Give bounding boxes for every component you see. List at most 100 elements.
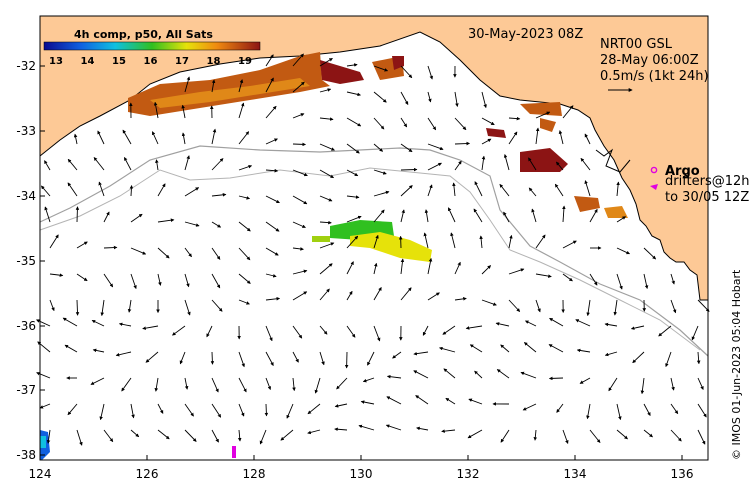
current-arrow: [265, 105, 277, 119]
current-arrow: [575, 319, 591, 327]
current-arrow: [292, 325, 303, 339]
current-arrow: [67, 158, 78, 171]
current-arrow: [442, 325, 456, 335]
current-arrow: [481, 265, 492, 275]
x-axis: 124 126 128 130 132 134 136: [29, 455, 693, 481]
current-arrow: [422, 325, 429, 336]
current-arrow: [554, 183, 564, 197]
current-arrow: [697, 299, 710, 312]
current-arrow: [153, 101, 159, 119]
current-arrow: [558, 130, 564, 145]
current-arrow: [115, 351, 132, 357]
current-arrow: [90, 377, 105, 385]
current-arrow: [157, 403, 164, 414]
current-arrow: [238, 299, 250, 305]
current-arrow: [697, 403, 707, 418]
current-arrow: [452, 182, 456, 197]
current-arrow: [184, 403, 194, 417]
current-arrow: [292, 377, 296, 392]
current-arrow: [443, 368, 456, 379]
current-arrow: [427, 184, 433, 197]
current-arrow: [670, 429, 682, 442]
current-arrow: [319, 325, 328, 335]
current-arrow: [427, 91, 432, 103]
current-arrow: [643, 429, 653, 438]
current-arrow: [145, 351, 159, 363]
colorbar-tick-label: 16: [144, 56, 158, 67]
current-arrow: [427, 292, 440, 301]
current-arrow: [157, 218, 175, 223]
current-arrow: [238, 164, 253, 171]
current-arrow: [73, 133, 78, 145]
current-arrow: [46, 429, 51, 444]
current-arrow: [76, 241, 88, 249]
current-arrow: [346, 235, 359, 249]
x-tick-label: 130: [350, 467, 373, 481]
current-arrow: [670, 299, 677, 314]
current-arrow: [238, 221, 251, 232]
current-arrow: [238, 403, 245, 417]
current-arrow: [130, 403, 135, 419]
current-arrow: [373, 91, 387, 103]
current-arrow: [500, 429, 510, 443]
current-arrow: [292, 81, 305, 93]
current-arrow: [67, 403, 78, 416]
current-arrow: [481, 91, 487, 109]
current-arrow: [400, 167, 418, 172]
current-arrow: [400, 287, 412, 301]
current-arrow: [151, 131, 159, 145]
current-arrow: [129, 185, 134, 197]
current-arrow: [528, 157, 537, 171]
current-arrow: [97, 130, 105, 145]
x-tick-label: 132: [457, 467, 480, 481]
current-arrow: [604, 351, 618, 357]
current-arrow: [400, 65, 413, 79]
current-arrow: [93, 157, 105, 171]
current-arrow: [535, 111, 551, 119]
current-arrow: [508, 131, 518, 145]
current-arrow: [562, 273, 573, 282]
current-arrow: [586, 299, 591, 317]
current-arrow: [179, 351, 186, 365]
current-arrow: [36, 319, 51, 327]
current-arrow: [535, 234, 546, 249]
current-arrow: [643, 247, 657, 260]
current-arrow: [91, 319, 105, 327]
current-arrow: [319, 58, 333, 67]
current-arrow: [184, 155, 190, 171]
current-arrow: [640, 377, 645, 395]
drifter-marker-icon: [650, 184, 658, 190]
current-arrow: [373, 286, 382, 301]
current-arrow: [62, 317, 78, 327]
current-arrow: [184, 273, 190, 288]
current-arrow: [658, 325, 672, 337]
current-arrow: [346, 195, 360, 199]
current-arrow: [292, 113, 305, 119]
current-arrow: [556, 161, 564, 171]
current-arrow: [481, 138, 492, 145]
current-arrow: [589, 208, 598, 223]
current-arrow: [307, 429, 321, 435]
current-arrow: [238, 195, 251, 200]
current-arrow: [386, 396, 402, 405]
argo-label: Argo: [665, 164, 700, 179]
current-arrow: [691, 325, 699, 341]
current-arrow: [211, 429, 219, 443]
current-arrow: [481, 299, 497, 306]
current-arrow: [562, 429, 569, 444]
current-arrow: [415, 395, 429, 405]
current-arrow: [292, 142, 306, 147]
y-tick-label: -32: [16, 59, 36, 73]
current-arrow: [319, 263, 333, 275]
current-arrow: [211, 79, 216, 93]
y-axis: -32 -33 -34 -35 -36 -37 -38: [16, 59, 45, 462]
current-arrow: [76, 273, 88, 282]
current-arrow: [280, 429, 294, 441]
current-arrow: [130, 429, 140, 438]
current-arrow: [454, 261, 461, 275]
current-arrow: [503, 211, 510, 223]
current-arrow: [392, 351, 402, 359]
current-arrow: [238, 273, 251, 284]
current-arrow: [75, 206, 80, 223]
current-arrow: [385, 424, 402, 431]
